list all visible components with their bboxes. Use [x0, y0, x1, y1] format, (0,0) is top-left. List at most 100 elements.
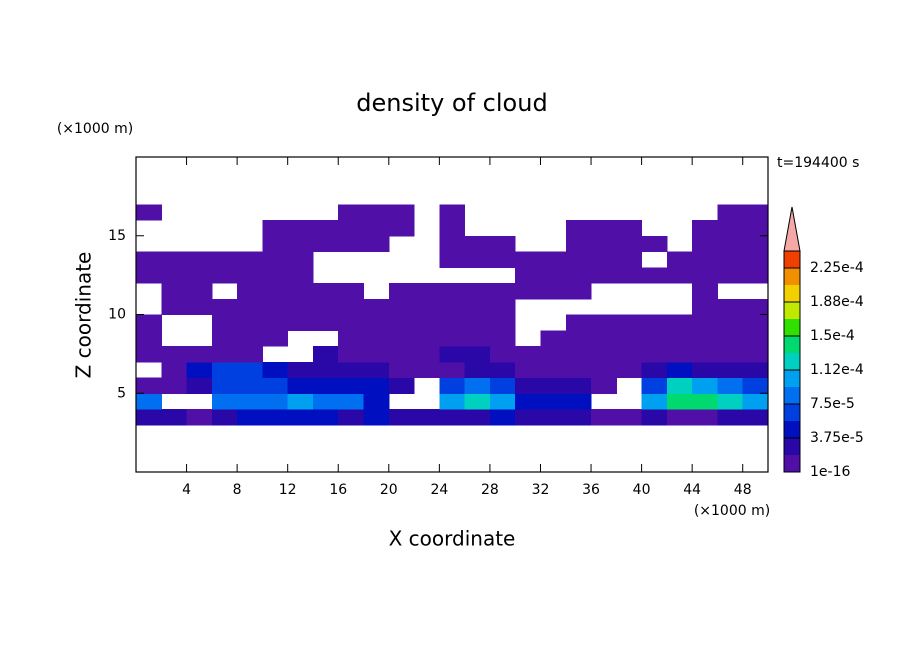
- contour-cell: [717, 267, 744, 284]
- contour-cell: [515, 377, 541, 394]
- contour-cell: [363, 393, 390, 410]
- contour-cell: [692, 377, 718, 394]
- colorbar-swatch: [784, 268, 800, 285]
- x-unit: (×1000 m): [694, 503, 770, 519]
- contour-cell: [186, 361, 213, 378]
- x-tick-label: 40: [633, 482, 651, 498]
- contour-cell: [464, 251, 491, 268]
- contour-cell: [565, 283, 592, 300]
- contour-cell: [692, 220, 718, 237]
- y-tick-label: 10: [108, 307, 126, 323]
- y-unit: (×1000 m): [57, 121, 133, 137]
- contour-cell: [591, 267, 617, 284]
- contour-cell: [338, 330, 365, 347]
- contour-cell: [287, 314, 314, 331]
- contour-cell: [464, 361, 491, 378]
- contour-cell: [489, 298, 516, 315]
- contour-cell: [666, 267, 693, 284]
- colorbar-swatch: [784, 404, 800, 421]
- contour-cell: [717, 220, 744, 237]
- colorbar-tick-label: 1.12e-4: [810, 362, 864, 378]
- contour-cell: [742, 220, 769, 237]
- contour-cell: [641, 235, 668, 252]
- x-tick-label: 32: [532, 482, 550, 498]
- contour-cell: [489, 393, 516, 410]
- contour-cell: [692, 235, 718, 252]
- contour-cell: [414, 346, 440, 363]
- contour-cell: [742, 377, 769, 394]
- contour-cell: [641, 393, 668, 410]
- contour-cell: [338, 314, 365, 331]
- contour-cell: [742, 235, 769, 252]
- y-tick-label: 5: [117, 385, 126, 401]
- contour-cell: [186, 298, 213, 315]
- contour-cell: [211, 377, 238, 394]
- x-tick-label: 16: [329, 482, 347, 498]
- contour-cell: [312, 393, 339, 410]
- contour-cell: [136, 314, 162, 331]
- colorbar-tick-label: 1.88e-4: [810, 294, 864, 310]
- contour-cell: [439, 220, 466, 237]
- contour-cell: [363, 377, 390, 394]
- contour-cell: [237, 361, 263, 378]
- contour-cell: [591, 220, 617, 237]
- contour-cell: [439, 330, 466, 347]
- contour-cell: [616, 267, 643, 284]
- contour-cell: [616, 251, 643, 268]
- contour-cell: [262, 409, 289, 426]
- contour-cell: [439, 346, 466, 363]
- contour-cell: [136, 346, 162, 363]
- contour-cell: [666, 361, 693, 378]
- contour-cell: [717, 377, 744, 394]
- contour-cell: [565, 267, 592, 284]
- contour-cell: [287, 298, 314, 315]
- contour-cell: [591, 377, 617, 394]
- contour-cell: [439, 393, 466, 410]
- contour-cell: [742, 346, 769, 363]
- contour-cell: [641, 409, 668, 426]
- contour-cell: [136, 330, 162, 347]
- contour-cell: [439, 204, 466, 221]
- contour-cell: [262, 283, 289, 300]
- contour-cell: [565, 220, 592, 237]
- contour-cell: [363, 235, 390, 252]
- colorbar-tick-label: 1.5e-4: [810, 328, 855, 344]
- contour-cell: [363, 220, 390, 237]
- contour-cell: [287, 393, 314, 410]
- contour-cell: [666, 346, 693, 363]
- contour-cell: [641, 330, 668, 347]
- colorbar-swatch: [784, 302, 800, 319]
- contour-cell: [591, 314, 617, 331]
- contour-cell: [211, 298, 238, 315]
- contour-cell: [161, 267, 188, 284]
- contour-cell: [489, 314, 516, 331]
- contour-cell: [287, 409, 314, 426]
- contour-cell: [565, 330, 592, 347]
- contour-cell: [439, 235, 466, 252]
- contour-cell: [312, 283, 339, 300]
- contour-cell: [692, 251, 718, 268]
- contour-cell: [489, 361, 516, 378]
- contour-cell: [186, 251, 213, 268]
- contour-cell: [136, 267, 162, 284]
- contour-cell: [565, 393, 592, 410]
- contour-cell: [237, 314, 263, 331]
- contour-cell: [211, 330, 238, 347]
- contour-cell: [136, 393, 162, 410]
- contour-cell: [439, 251, 466, 268]
- contour-cell: [717, 251, 744, 268]
- contour-cell: [742, 298, 769, 315]
- colorbar-swatch: [784, 370, 800, 387]
- contour-cell: [262, 377, 289, 394]
- chart-title: density of cloud: [356, 89, 547, 117]
- contour-cell: [540, 330, 567, 347]
- contour-cell: [742, 204, 769, 221]
- contour-cell: [717, 361, 744, 378]
- contour-cell: [742, 409, 769, 426]
- contour-cell: [565, 409, 592, 426]
- contour-cell: [515, 283, 541, 300]
- contour-cell: [489, 251, 516, 268]
- contour-cell: [161, 298, 188, 315]
- contour-cell: [136, 251, 162, 268]
- colorbar-swatch: [784, 319, 800, 336]
